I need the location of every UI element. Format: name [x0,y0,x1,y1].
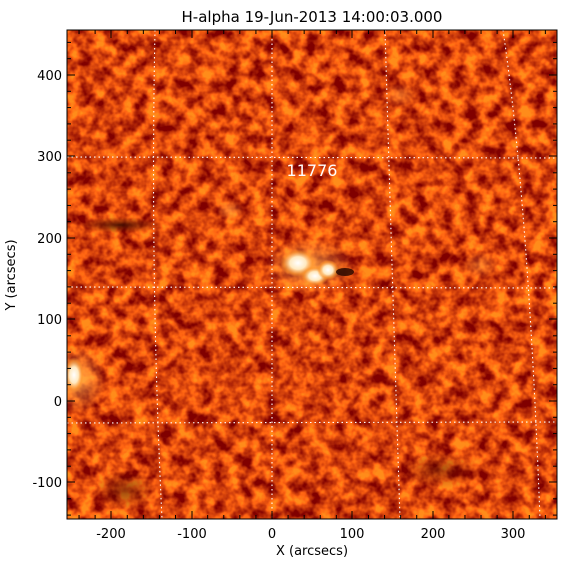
x-tick-label: 300 [501,527,526,542]
x-tick-labels: -200 -100 0 100 200 300 [96,527,525,542]
x-tick-label: 0 [268,527,276,542]
grid-lat-2 [67,286,557,289]
active-region-label: 11776 [287,161,338,180]
x-axis-label: X (arcsecs) [276,544,348,559]
x-tick-label: 200 [421,527,446,542]
dark-patch-bottom [95,470,155,510]
y-tick-label: -100 [32,476,62,491]
grid-lat-3 [67,421,557,424]
sunspot-dark [336,268,354,276]
y-tick-label: 400 [37,69,62,84]
tick-marks [67,30,557,519]
y-tick-label: 300 [37,150,62,165]
x-tick-label: -100 [177,527,207,542]
solar-image: 11776 [67,30,557,519]
grid-lat-1 [67,156,557,159]
dark-patch-bottom-right [400,452,480,488]
limb-plage-bright [67,357,84,393]
filament-left [80,217,160,233]
y-tick-label: 0 [54,395,62,410]
plage-bright-3 [317,260,339,280]
plot-frame [66,29,558,520]
y-tick-label: 200 [37,232,62,247]
figure-title: H-alpha 19-Jun-2013 14:00:03.000 [182,8,443,26]
x-tick-label: -200 [96,527,126,542]
y-tick-label: 100 [37,313,62,328]
bright-spot-3 [384,83,416,107]
y-tick-labels: -100 0 100 200 300 400 [32,69,62,491]
bright-spot-2 [462,251,498,279]
bright-spot-1 [216,200,244,220]
heliographic-grid [67,30,557,519]
grid-lon-4 [502,30,541,519]
x-tick-label: 100 [340,527,365,542]
minor-tick-marks [67,30,557,519]
y-axis-label: Y (arcsecs) [4,239,19,311]
